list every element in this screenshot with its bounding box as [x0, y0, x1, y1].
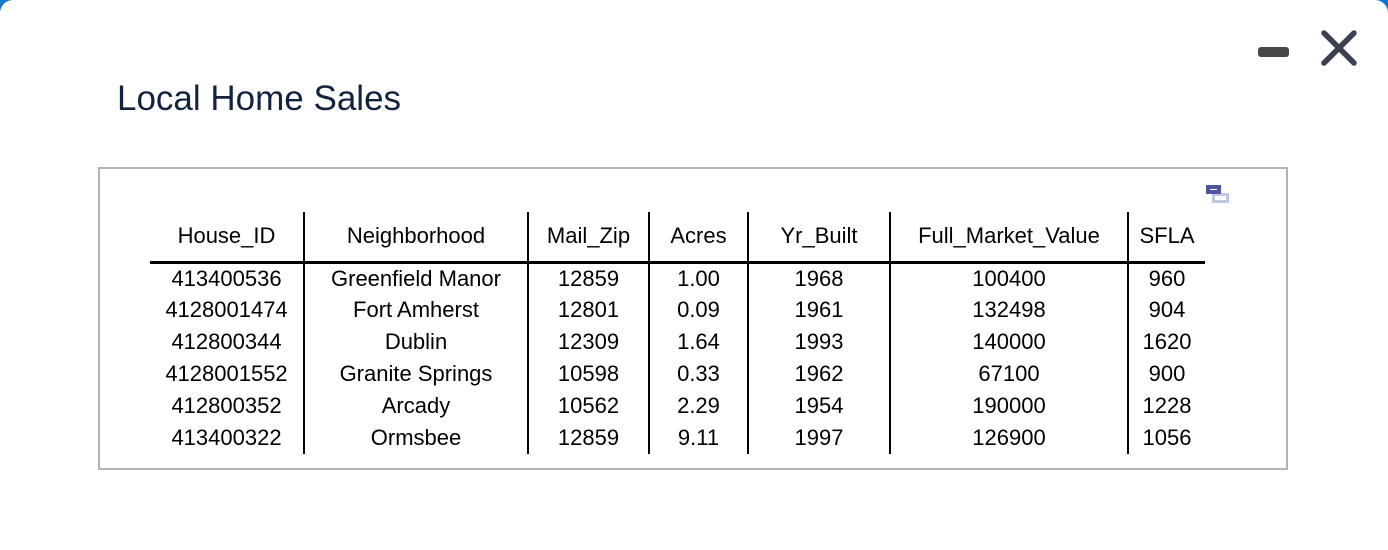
table-cell: Ormsbee	[304, 422, 529, 454]
home-sales-table: House_ID Neighborhood Mail_Zip Acres Yr_Buil…	[150, 212, 1205, 454]
table-cell: 12859	[528, 422, 650, 454]
duplicate-window-icon-front	[1206, 185, 1221, 194]
table-cell: Greenfield Manor	[304, 262, 529, 294]
table-cell: 1962	[748, 358, 891, 390]
close-button[interactable]	[1317, 26, 1361, 70]
table-cell: 900	[1148, 361, 1186, 386]
table-cell: 1993	[748, 326, 891, 358]
column-header: Neighborhood	[304, 212, 529, 264]
table-row: 412800352 Arcady 10562 2.29 1954 190000 1228	[150, 390, 1205, 422]
table-cell: 1997	[748, 422, 891, 454]
minimize-icon	[1258, 47, 1289, 57]
table-cell: 413400536	[150, 262, 305, 294]
page-title: Local Home Sales	[117, 79, 402, 119]
column-header: Full_Market_Value	[890, 212, 1129, 264]
table-row: 413400536 Greenfield Manor 12859 1.00 1968 10…	[150, 262, 1205, 294]
table-cell: 960	[1148, 265, 1186, 291]
table-cell: Dublin	[304, 326, 529, 358]
table-cell: 126900	[890, 422, 1129, 454]
duplicate-window-icon-back	[1212, 193, 1229, 203]
table-cell: 412800344	[150, 326, 305, 358]
table-cell: 1228	[1142, 393, 1192, 418]
table-cell: 1961	[748, 294, 891, 326]
table-cell: 12859	[528, 262, 650, 294]
table-cell: 12309	[528, 326, 650, 358]
duplicate-window-icon[interactable]	[1206, 185, 1237, 211]
table-cell: 100400	[890, 262, 1129, 294]
table-row: 413400322 Ormsbee 12859 9.11 1997 126900 1056	[150, 422, 1205, 454]
column-header: House_ID	[150, 212, 305, 264]
table-cell: Arcady	[304, 390, 529, 422]
table-cell: 10598	[528, 358, 650, 390]
table-row: 4128001474 Fort Amherst 12801 0.09 1961 13249…	[150, 294, 1205, 326]
table-cell: 9.11	[649, 422, 749, 454]
table-cell: 1620	[1142, 329, 1192, 354]
table-cell: 12801	[528, 294, 650, 326]
table-cell: 1.00	[649, 262, 749, 294]
table-cell: 132498	[890, 294, 1129, 326]
table-row: 412800344 Dublin 12309 1.64 1993 140000 1620	[150, 326, 1205, 358]
table-cell: 190000	[890, 390, 1129, 422]
table-row: 4128001552 Granite Springs 10598 0.33 1962 67…	[150, 358, 1205, 390]
table-panel: House_ID Neighborhood Mail_Zip Acres Yr_Buil…	[98, 167, 1288, 470]
table-cell: 10562	[528, 390, 650, 422]
table-cell: 1.64	[649, 326, 749, 358]
table-cell: 0.09	[649, 294, 749, 326]
table-cell: 2.29	[649, 390, 749, 422]
table-cell: 4128001552	[150, 358, 305, 390]
table-cell: 1968	[748, 262, 891, 294]
table-header-row: House_ID Neighborhood Mail_Zip Acres Yr_Buil…	[150, 212, 1205, 264]
table-cell: 140000	[890, 326, 1129, 358]
table-cell: 4128001474	[150, 294, 305, 326]
table-cell: Fort Amherst	[304, 294, 529, 326]
column-header: SFLA	[1128, 212, 1205, 264]
table-cell: 1954	[748, 390, 891, 422]
table-cell: 1056	[1142, 425, 1192, 450]
table-cell: 412800352	[150, 390, 305, 422]
table-cell: 0.33	[649, 358, 749, 390]
table-cell: 67100	[890, 358, 1129, 390]
close-icon	[1321, 30, 1357, 66]
column-header: Acres	[649, 212, 749, 264]
table-cell: 904	[1148, 297, 1186, 322]
table-cell: 413400322	[150, 422, 305, 454]
table-cell: Granite Springs	[304, 358, 529, 390]
minimize-button[interactable]	[1250, 38, 1296, 66]
column-header: Yr_Built	[748, 212, 891, 264]
column-header: Mail_Zip	[528, 212, 650, 264]
